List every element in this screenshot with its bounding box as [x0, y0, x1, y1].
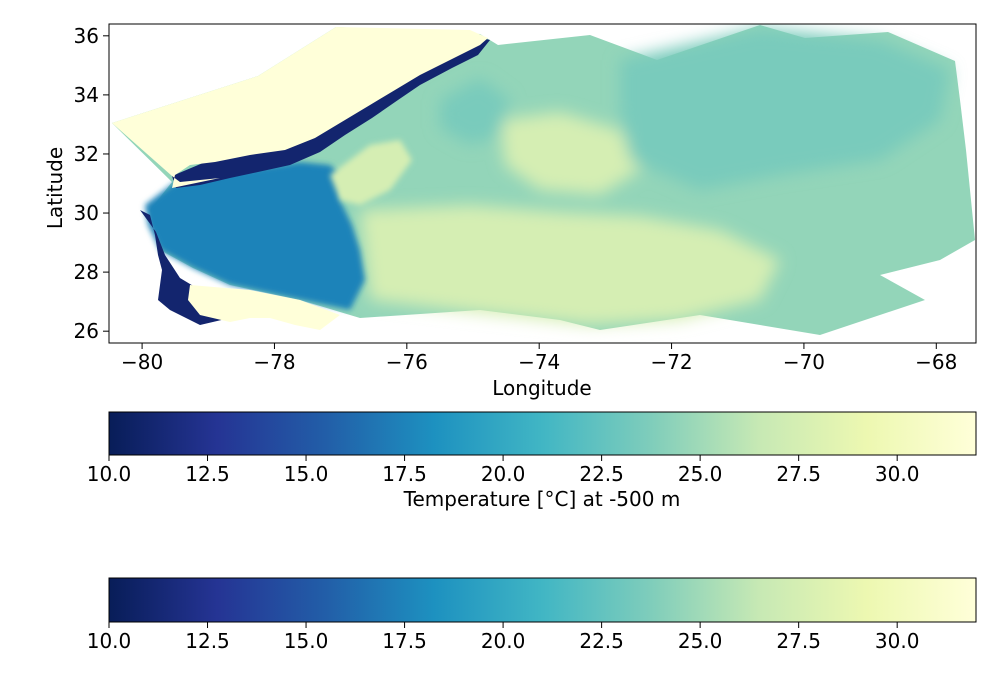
- colorbar-2-tick-label: 30.0: [875, 629, 920, 653]
- colorbar-1-tick-label: 25.0: [678, 462, 723, 486]
- warm-filament: [330, 140, 412, 205]
- y-tick-label: 34: [74, 83, 99, 107]
- x-tick-label: −76: [386, 350, 428, 374]
- colorbar-1-tick-label: 17.5: [382, 462, 427, 486]
- y-tick-label: 28: [74, 260, 99, 284]
- colorbar-2-tick-label: 27.5: [776, 629, 821, 653]
- map-panel: −80 −78 −76 −74 −72 −70 −68 26 28 30 32 34 36 Longi…: [43, 23, 977, 400]
- colorbar-2-tick-label: 10.0: [87, 629, 132, 653]
- colorbar-2-tick-label: 17.5: [382, 629, 427, 653]
- colorbar-2-tick-label: 20.0: [481, 629, 526, 653]
- colorbar-1-tick-label: 15.0: [284, 462, 329, 486]
- x-tick-label: −78: [253, 350, 295, 374]
- colorbar-2-tick-label: 15.0: [284, 629, 329, 653]
- colorbar-1-tick-label: 22.5: [579, 462, 624, 486]
- land-mask: [112, 27, 488, 188]
- colorbar-1-tick-label: 30.0: [875, 462, 920, 486]
- x-tick-label: −68: [915, 350, 957, 374]
- y-tick-label: 32: [74, 142, 99, 166]
- colorbar-1-tick-label: 10.0: [87, 462, 132, 486]
- x-tick-label: −70: [783, 350, 825, 374]
- y-tick-label: 36: [74, 24, 99, 48]
- y-axis-label: Latitude: [43, 147, 67, 229]
- y-tick-label: 30: [74, 201, 99, 225]
- cool-northeast-band: [620, 28, 950, 190]
- colorbar-1: 10.0 12.5 15.0 17.5 20.0 22.5 25.0 27.5 30.0 Tem…: [87, 411, 977, 511]
- x-axis: −80 −78 −76 −74 −72 −70 −68: [121, 343, 957, 374]
- colorbar-2-bar: [108, 577, 977, 623]
- land-mask-southern: [188, 285, 340, 330]
- colorbar-1-tick-label: 12.5: [185, 462, 230, 486]
- colorbar-2-tick-label: 25.0: [678, 629, 723, 653]
- warm-central-eddy: [500, 112, 640, 195]
- x-tick-label: −74: [518, 350, 560, 374]
- colorbar-2-tick-label: 12.5: [185, 629, 230, 653]
- colorbar-2: 10.0 12.5 15.0 17.5 20.0 22.5 25.0 27.5 30.0: [87, 577, 977, 653]
- coastal-cold-south: [140, 210, 250, 325]
- y-tick-label: 26: [74, 319, 99, 343]
- y-axis: 26 28 30 32 34 36: [74, 24, 109, 343]
- western-shelf-basin: [145, 162, 365, 310]
- colorbar-2-tick-label: 22.5: [579, 629, 624, 653]
- x-tick-label: −80: [121, 350, 163, 374]
- cool-eddy-north: [440, 78, 510, 145]
- colorbar-1-label: Temperature [°C] at -500 m: [403, 487, 681, 511]
- temperature-field: [112, 25, 975, 335]
- colorbar-1-tick-label: 27.5: [776, 462, 821, 486]
- warm-southern-plateau: [360, 205, 780, 325]
- x-tick-label: −72: [650, 350, 692, 374]
- x-axis-label: Longitude: [492, 376, 591, 400]
- colorbar-1-ticks: 10.0 12.5 15.0 17.5 20.0 22.5 25.0 27.5 30.0: [87, 455, 920, 486]
- map-frame: [108, 23, 977, 344]
- colorbar-1-bar: [108, 411, 977, 456]
- colorbar-1-tick-label: 20.0: [481, 462, 526, 486]
- colorbar-2-ticks: 10.0 12.5 15.0 17.5 20.0 22.5 25.0 27.5 30.0: [87, 622, 920, 653]
